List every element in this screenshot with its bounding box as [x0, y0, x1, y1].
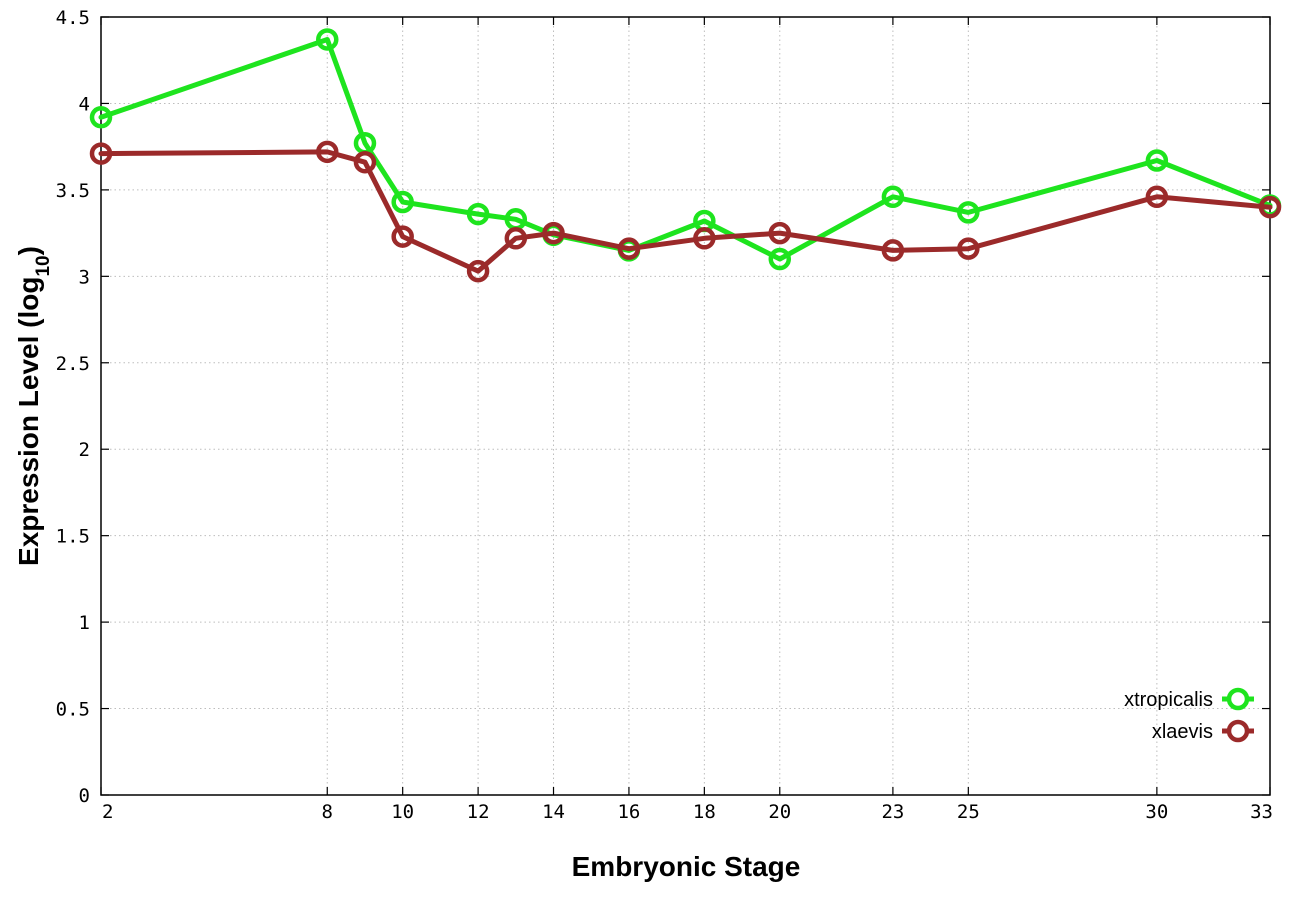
- data-point-xtropicalis: [316, 28, 339, 51]
- y-tick-label: 0.5: [56, 699, 90, 721]
- legend: xtropicalis xlaevis: [1124, 687, 1254, 743]
- y-tick-label: 1: [79, 612, 90, 634]
- series-line-xlaevis: [98, 149, 1273, 274]
- data-point-xtropicalis: [768, 247, 792, 271]
- x-tick-label: 10: [391, 801, 414, 823]
- data-point-xlaevis: [693, 227, 716, 250]
- x-tick-label: 16: [617, 801, 640, 823]
- data-point-xlaevis: [466, 259, 490, 283]
- y-tick-label: 4: [79, 93, 90, 115]
- legend-item-xtropicalis: xtropicalis: [1124, 687, 1254, 711]
- data-point-xlaevis: [542, 221, 565, 245]
- axis-ticks: 0 0.5 1 1.5 2 2.5 3 3.5 4 4.5 2 8 10 12 14 16 18 20 23 25 30…: [56, 7, 1273, 823]
- legend-swatch-marker: [1226, 687, 1250, 711]
- y-axis-title-main: Expression Level (log: [13, 277, 44, 566]
- y-axis-title: Expression Level (log10): [13, 246, 54, 566]
- legend-item-xlaevis: xlaevis: [1152, 719, 1254, 743]
- y-tick-label: 0: [79, 785, 90, 807]
- data-point-xlaevis: [504, 227, 528, 250]
- data-point-xtropicalis: [1145, 149, 1169, 172]
- data-point-xlaevis: [1258, 195, 1282, 219]
- x-tick-label: 8: [322, 801, 333, 823]
- data-point-xtropicalis: [881, 185, 905, 209]
- data-point-xtropicalis: [957, 201, 980, 224]
- x-axis-title: Embryonic Stage: [572, 851, 801, 882]
- data-point-xlaevis: [617, 237, 641, 260]
- series-line-xtropicalis: [98, 37, 1273, 262]
- legend-label: xlaevis: [1152, 721, 1213, 743]
- y-tick-label: 3: [79, 266, 90, 288]
- x-tick-label: 25: [957, 801, 980, 823]
- data-point-xlaevis: [353, 150, 377, 174]
- x-tick-label: 30: [1145, 801, 1168, 823]
- data-point-xlaevis: [768, 221, 792, 245]
- data-point-xtropicalis: [391, 190, 414, 214]
- y-axis-title-subscript: 10: [33, 255, 54, 276]
- x-tick-label: 18: [693, 801, 716, 823]
- data-point-xlaevis: [1145, 185, 1169, 209]
- legend-label: xtropicalis: [1124, 689, 1213, 711]
- data-point-xlaevis: [957, 237, 980, 260]
- y-tick-label: 2.5: [56, 353, 90, 375]
- x-tick-label: 14: [542, 801, 565, 823]
- x-tick-label: 33: [1250, 801, 1273, 823]
- y-tick-label: 3.5: [56, 180, 90, 202]
- y-tick-label: 4.5: [56, 7, 90, 29]
- plot-frame: [100, 16, 1271, 796]
- series-layer: [89, 28, 1282, 283]
- x-tick-label: 20: [768, 801, 791, 823]
- series-xtropicalis: [89, 28, 1282, 271]
- data-point-xtropicalis: [89, 106, 113, 129]
- grid-lines: [101, 17, 1270, 795]
- legend-swatch-marker: [1226, 719, 1250, 743]
- x-tick-label: 2: [102, 801, 113, 823]
- series-xlaevis: [89, 140, 1282, 283]
- x-tick-label: 23: [881, 801, 904, 823]
- data-point-xlaevis: [316, 140, 339, 164]
- y-tick-label: 2: [79, 439, 90, 461]
- data-point-xtropicalis: [466, 202, 490, 226]
- data-point-xlaevis: [89, 142, 113, 165]
- y-axis-title-close: ): [13, 246, 44, 255]
- data-point-xlaevis: [391, 225, 414, 248]
- y-tick-label: 1.5: [56, 526, 90, 548]
- data-point-xlaevis: [881, 239, 905, 262]
- x-tick-label: 12: [467, 801, 490, 823]
